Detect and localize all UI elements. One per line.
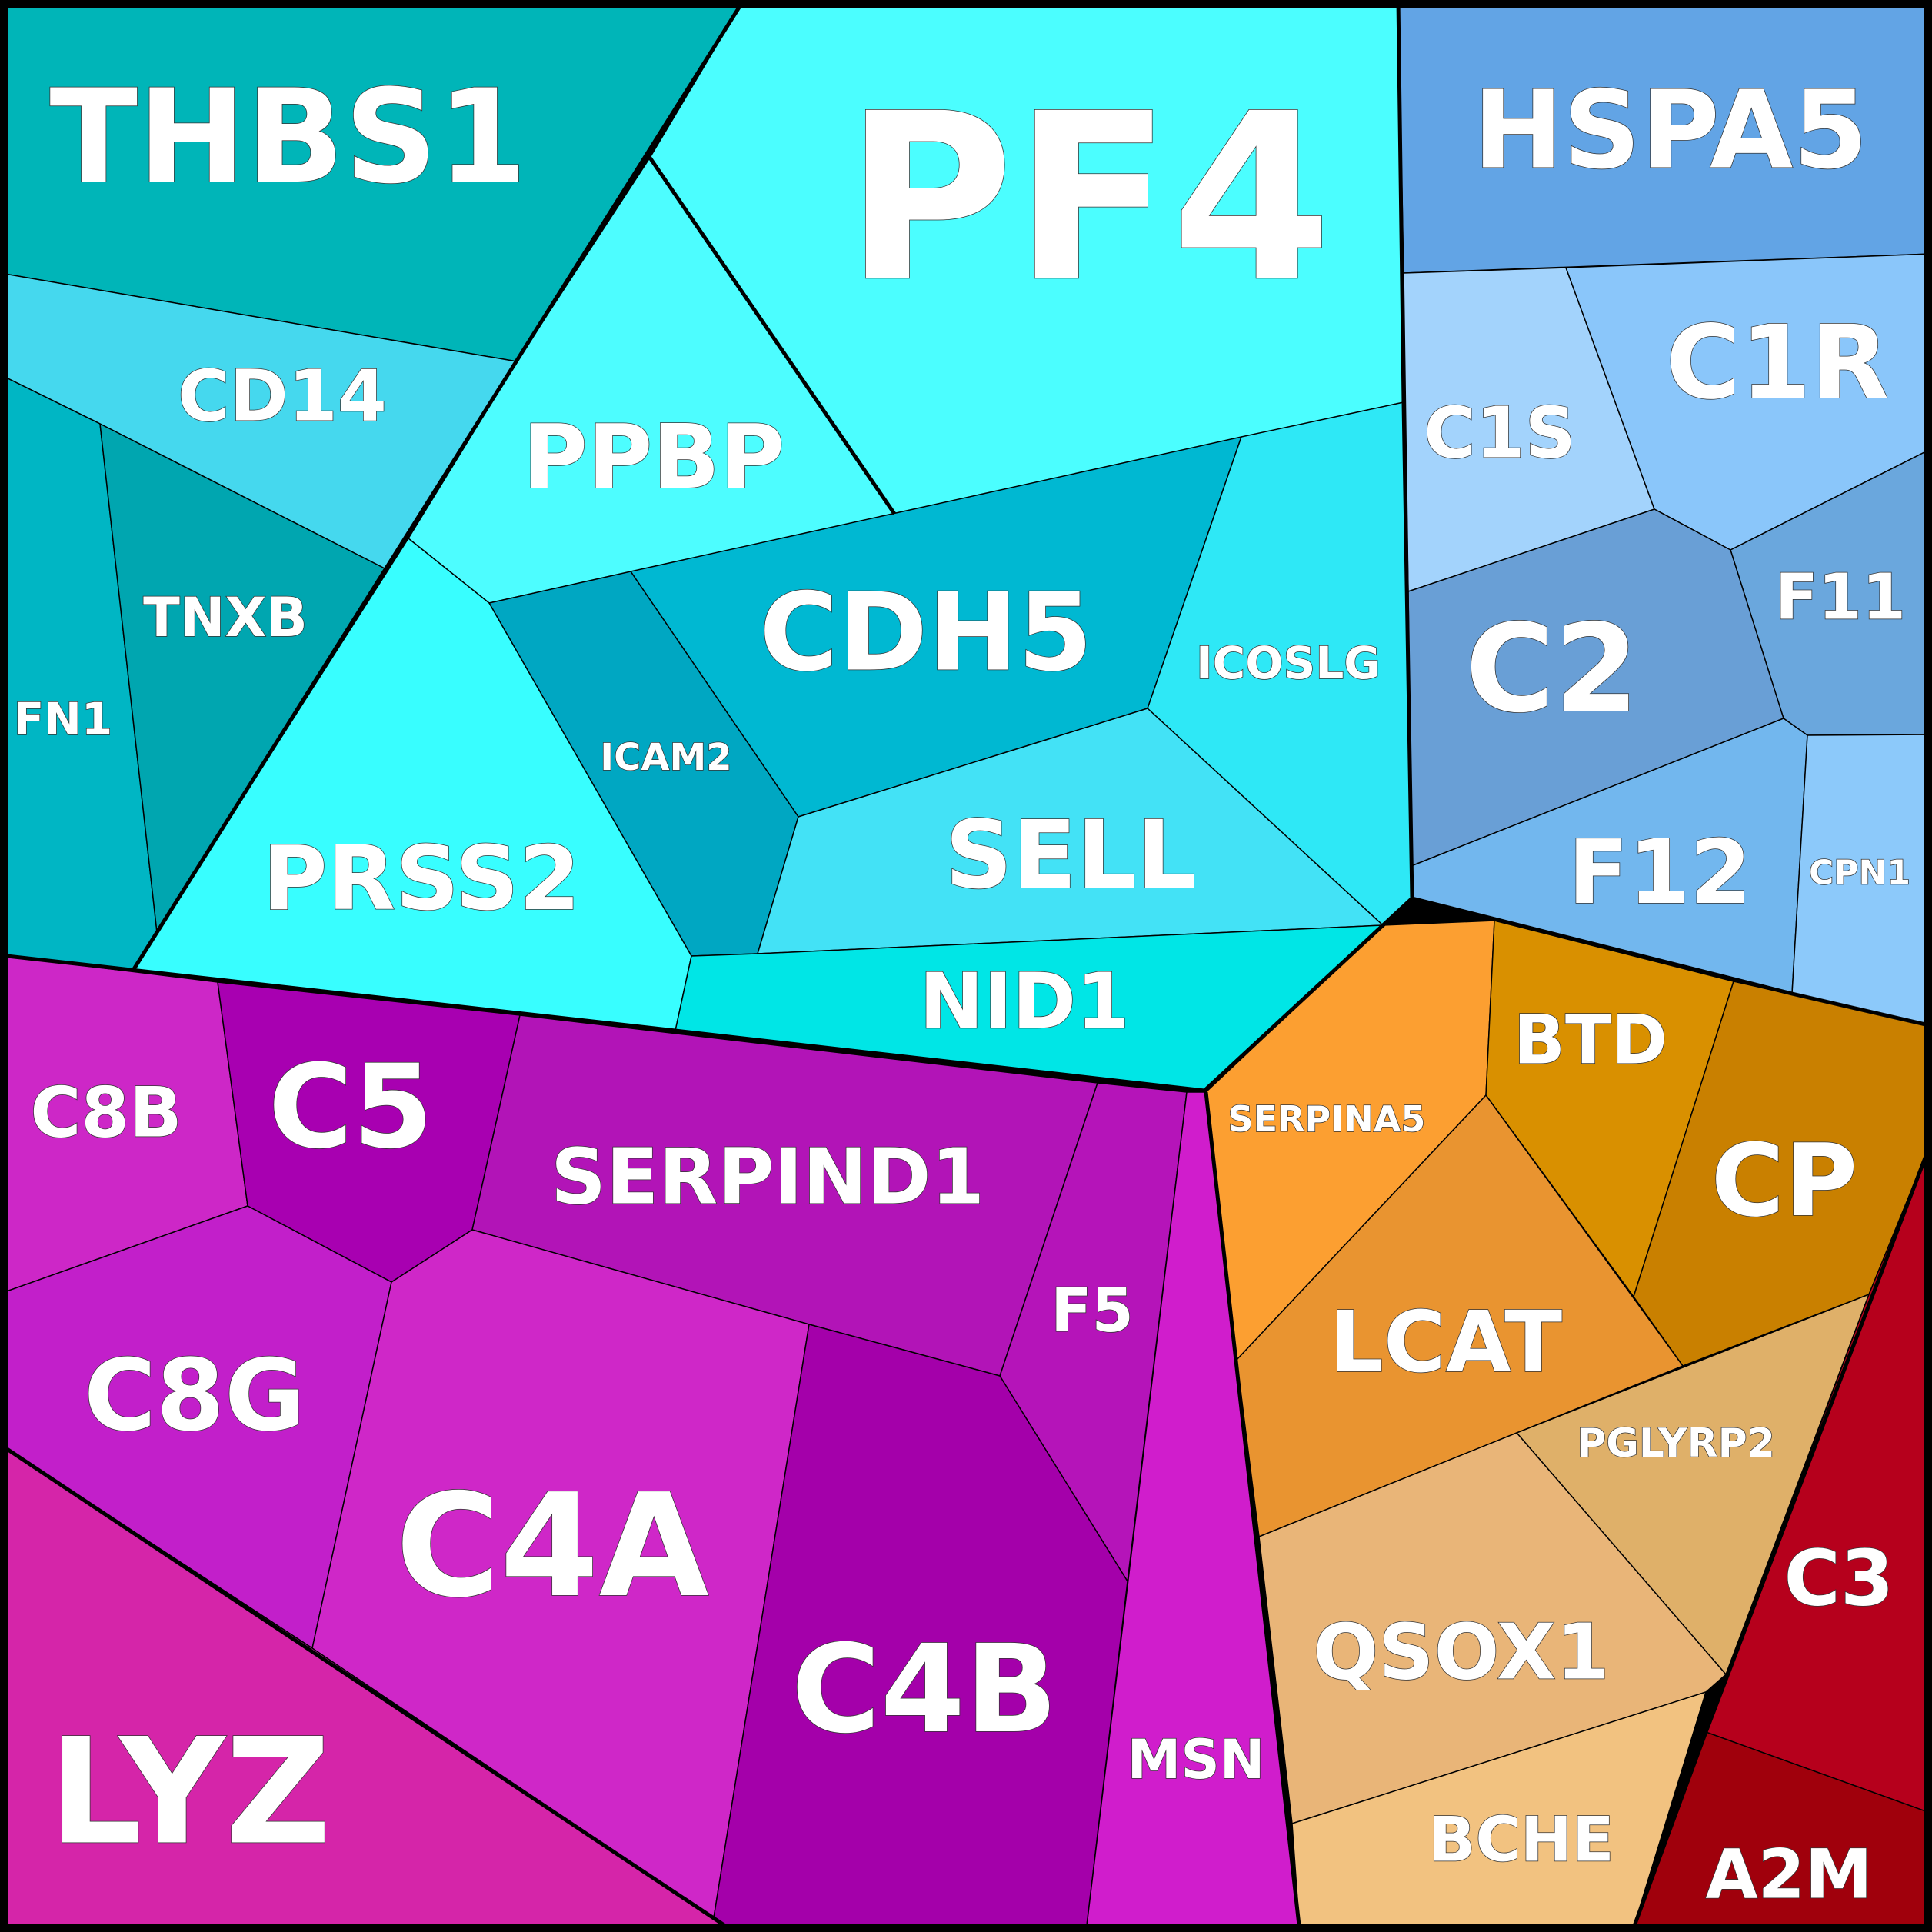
label-c8b: C8B (30, 1073, 182, 1154)
label-f12: F12 (1568, 821, 1752, 924)
label-cd14: CD14 (178, 355, 387, 438)
label-c4a: C4A (395, 1463, 709, 1629)
label-serpina5: SERPINA5 (1228, 1098, 1426, 1140)
label-f11: F11 (1775, 561, 1906, 635)
label-cdh5: CDH5 (759, 571, 1093, 696)
cell-qsox1 (1258, 1432, 1727, 1824)
label-qsox1: QSOX1 (1313, 1607, 1609, 1697)
label-serpind1: SERPIND1 (551, 1132, 984, 1222)
group-border-line (132, 0, 746, 971)
cell-lcat (1236, 1094, 1684, 1537)
label-icoslg: ICOSLG (1196, 637, 1381, 689)
label-cpn1: CPN1 (1809, 854, 1910, 893)
label-a2m: A2M (1706, 1835, 1873, 1914)
label-f5: F5 (1051, 1277, 1134, 1346)
label-c4b: C4B (791, 1619, 1058, 1760)
label-c5: C5 (268, 1041, 433, 1174)
label-c2: C2 (1465, 598, 1639, 740)
label-nid1: NID1 (919, 957, 1130, 1047)
label-hspa5: HSPA5 (1473, 68, 1868, 194)
label-c8g: C8G (84, 1339, 305, 1454)
group-border-line (0, 1442, 736, 1932)
label-pglyrp2: PGLYRP2 (1577, 1421, 1775, 1467)
cell-cpn1 (1791, 734, 1932, 1027)
label-c1r: C1R (1666, 304, 1889, 422)
label-c1s: C1S (1424, 392, 1576, 475)
label-c3: C3 (1784, 1534, 1894, 1624)
group-border-line (648, 156, 897, 515)
label-icam2: ICAM2 (600, 736, 731, 779)
label-ppbp: PPBP (523, 406, 785, 509)
label-pf4: PF4 (844, 65, 1332, 333)
label-lyz: LYZ (49, 1707, 331, 1877)
label-bche: BCHE (1428, 1804, 1614, 1876)
group-border-line (1411, 896, 1932, 1028)
label-sell: SELL (945, 801, 1197, 910)
group-border-line (0, 0, 1414, 1093)
label-lcat: LCAT (1330, 1293, 1562, 1391)
label-cp: CP (1711, 1122, 1858, 1239)
label-prss2: PRSS2 (262, 828, 580, 931)
treemap-labels: THBS1 PF4 CD14 PPBP FN1 TNXB CDH5 ICOSLG ICAM2 PR… (13, 61, 1911, 1914)
group-border-line (1204, 1091, 1302, 1932)
label-fn1: FN1 (14, 693, 113, 745)
label-msn: MSN (1128, 1728, 1265, 1791)
cell-msn (1085, 1091, 1301, 1932)
group-border-line (1630, 1139, 1932, 1932)
label-tnxb: TNXB (143, 586, 308, 649)
label-thbs1: THBS1 (49, 62, 527, 212)
label-btd: BTD (1514, 1001, 1667, 1080)
